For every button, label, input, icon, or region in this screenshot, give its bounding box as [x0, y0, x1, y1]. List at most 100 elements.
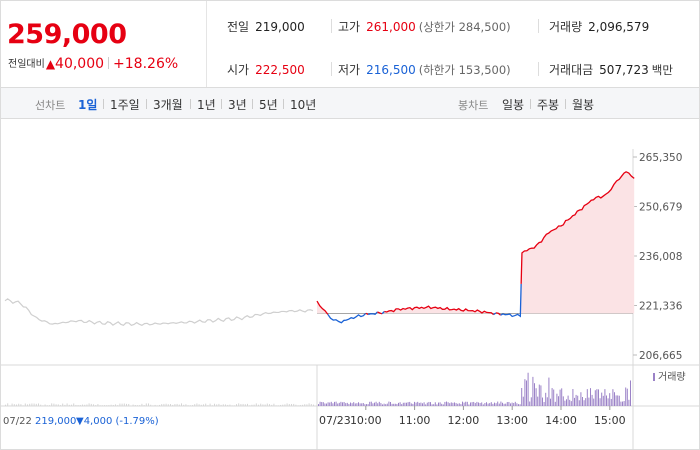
volume-bar	[542, 397, 543, 406]
period-5year[interactable]: 5년	[259, 98, 278, 112]
volume-bar	[447, 402, 449, 406]
volume-bar	[244, 404, 246, 406]
volume-bar	[319, 401, 321, 406]
volume-bar	[527, 372, 529, 406]
y-tick-label: 206,665	[639, 350, 682, 362]
volume-bar	[280, 404, 281, 406]
volume-bar	[340, 401, 342, 406]
volume-bar	[431, 404, 433, 406]
price-chart[interactable]: 265,350 250,679 236,008 221,336 206,665 10:00…	[1, 119, 700, 450]
volume-bar	[559, 389, 561, 406]
volume-bar	[284, 404, 286, 406]
candle-daily[interactable]: 일봉	[502, 98, 525, 112]
volume-bar	[444, 401, 446, 406]
volume-bar	[398, 402, 399, 406]
volume-bar	[172, 404, 174, 406]
volume-bar	[326, 403, 327, 406]
period-3year[interactable]: 3년	[228, 98, 247, 112]
y-tick-label: 236,008	[639, 251, 682, 263]
volume-bar	[159, 404, 160, 406]
toolbar-divider	[565, 99, 566, 109]
y-tick-label: 221,336	[639, 301, 683, 313]
today-price-line-down	[500, 283, 522, 318]
volume-bar	[104, 405, 105, 406]
volume-bar	[614, 392, 615, 406]
volume-bar	[106, 405, 108, 406]
stat-value: 219,000	[255, 20, 305, 34]
volume-bar	[112, 404, 114, 406]
volume-bar	[282, 404, 284, 406]
x-tick-label: 12:00	[448, 414, 480, 427]
volume-legend-label: 거래량	[658, 371, 686, 383]
period-1day[interactable]: 1일	[78, 98, 98, 112]
volume-bar	[214, 403, 215, 406]
chart-toolbar: 선차트 1일 1주일 3개월 1년 3년 5년 10년 봉차트 일봉 주봉 월봉	[0, 88, 700, 119]
volume-bar	[498, 403, 500, 406]
volume-bar	[518, 404, 519, 406]
volume-bar	[51, 403, 53, 406]
volume-bar	[334, 401, 335, 406]
volume-bar	[203, 404, 204, 406]
volume-bar	[126, 403, 127, 406]
toolbar-divider	[103, 99, 104, 109]
volume-bar	[500, 401, 502, 406]
volume-bar	[591, 394, 593, 406]
x-tick-label: 10:00	[350, 414, 382, 427]
volume-bar	[137, 405, 138, 406]
today-price-line-up	[520, 171, 635, 284]
volume-bar	[229, 404, 231, 406]
volume-bar	[46, 405, 48, 406]
toolbar-divider	[530, 99, 531, 109]
volume-bar	[64, 404, 66, 406]
volume-bar	[297, 405, 299, 406]
volume-bar	[302, 404, 303, 406]
candle-weekly[interactable]: 주봉	[537, 98, 560, 112]
volume-bar	[97, 404, 99, 406]
volume-bar	[426, 402, 428, 406]
volume-bar	[38, 403, 39, 406]
volume-bar	[207, 405, 209, 406]
volume-bar	[253, 404, 255, 406]
volume-bar	[606, 395, 607, 406]
volume-bar	[378, 401, 380, 406]
volume-bar	[192, 405, 193, 406]
volume-bar	[358, 402, 359, 406]
stat-high: 고가 261,000 (상한가 284,500)	[338, 18, 511, 35]
volume-bar	[198, 404, 200, 406]
volume-bar	[556, 393, 558, 406]
change-amount: 40,000	[55, 56, 105, 72]
volume-bar	[481, 402, 483, 406]
volume-bar	[548, 377, 550, 406]
volume-bar	[516, 403, 518, 406]
volume-bar	[313, 404, 314, 406]
volume-bar	[366, 404, 367, 406]
volume-bar	[27, 404, 28, 406]
volume-bar	[308, 403, 310, 406]
volume-bar	[322, 402, 324, 406]
volume-bar	[82, 404, 83, 406]
period-10year[interactable]: 10년	[290, 98, 317, 112]
volume-bar	[165, 403, 167, 406]
volume-bar	[593, 398, 595, 406]
volume-bar	[7, 403, 9, 406]
volume-bar	[185, 404, 187, 406]
toolbar-divider	[221, 99, 222, 109]
period-1year[interactable]: 1년	[197, 98, 216, 112]
volume-bar	[596, 389, 598, 406]
volume-bar	[394, 403, 396, 406]
volume-bar	[417, 401, 419, 406]
volume-bar	[24, 403, 26, 406]
period-3month[interactable]: 3개월	[153, 98, 183, 112]
volume-bar	[343, 401, 345, 406]
volume-bar	[465, 401, 467, 406]
change-label: 전일대비	[8, 59, 45, 70]
volume-bar	[93, 404, 94, 406]
stat-label: 전일	[227, 20, 250, 34]
x-tick-label: 13:00	[496, 414, 528, 427]
period-1week[interactable]: 1주일	[110, 98, 140, 112]
today-price-line-up	[377, 311, 383, 315]
candle-monthly[interactable]: 월봉	[572, 98, 595, 112]
volume-bar	[521, 387, 523, 406]
volume-bar	[306, 404, 308, 406]
volume-bar	[269, 404, 270, 406]
